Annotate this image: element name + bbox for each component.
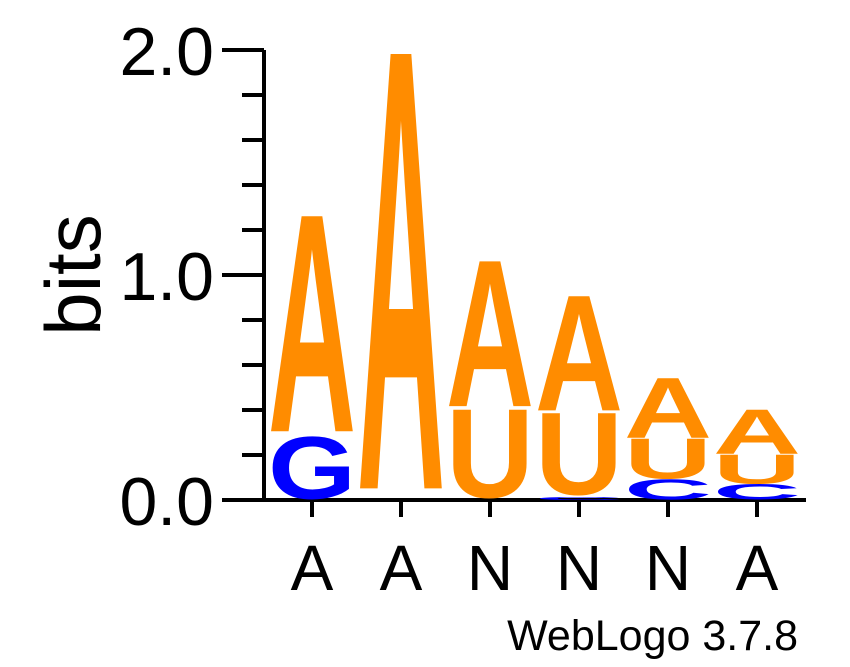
letter-stack: UA bbox=[446, 216, 534, 525]
y-tick-labels: 0.0 1.0 2.0 bbox=[119, 14, 214, 540]
y-major-ticks bbox=[222, 48, 264, 502]
y-axis-label: bits bbox=[29, 214, 117, 335]
logo-letter-a: A bbox=[624, 360, 712, 456]
logo-letter-a: A bbox=[713, 396, 801, 467]
logo-letter-c: C bbox=[535, 496, 623, 501]
letter-stack: CUA bbox=[624, 360, 712, 505]
logo-letter-a: A bbox=[357, 0, 445, 623]
letter-stack: CUA bbox=[713, 396, 801, 504]
weblogo-credit: WebLogo 3.7.8 bbox=[507, 612, 798, 660]
letter-stack: GA bbox=[268, 149, 356, 517]
y-tick-label: 0.0 bbox=[119, 464, 214, 540]
logo-letter-u: U bbox=[535, 388, 623, 520]
x-ticks bbox=[310, 500, 759, 517]
logo-letter-a: A bbox=[446, 216, 534, 451]
letter-stack: A bbox=[357, 0, 445, 623]
x-tick-label: N bbox=[467, 532, 513, 604]
logo-letter-a: A bbox=[268, 149, 356, 498]
x-tick-label: A bbox=[736, 532, 779, 604]
logo-letter-u: U bbox=[713, 447, 801, 493]
x-tick-label: N bbox=[645, 532, 691, 604]
letter-stack: CUA bbox=[535, 260, 623, 520]
x-tick-label: A bbox=[380, 532, 423, 604]
y-tick-label: 2.0 bbox=[119, 14, 214, 90]
x-tick-label: A bbox=[291, 532, 334, 604]
y-tick-label: 1.0 bbox=[119, 239, 214, 315]
logo-letter-a: A bbox=[535, 260, 623, 446]
logo-letter-u: U bbox=[624, 427, 712, 491]
x-tick-label: N bbox=[556, 532, 602, 604]
